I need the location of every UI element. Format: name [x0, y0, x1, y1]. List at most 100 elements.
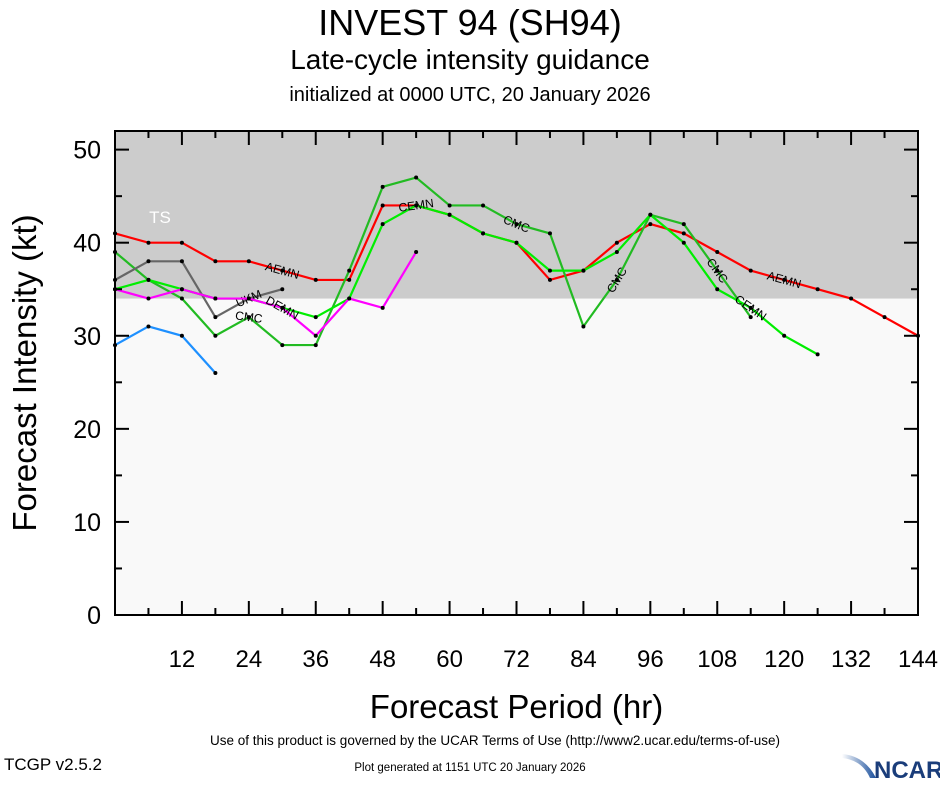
data-point: [547, 268, 552, 273]
data-point: [146, 240, 151, 245]
data-point: [849, 296, 854, 301]
y-tick-label: 0: [87, 602, 101, 630]
data-point: [581, 324, 586, 329]
x-tick-label: 96: [637, 646, 664, 673]
data-point: [782, 333, 787, 338]
data-point: [715, 250, 720, 254]
data-point: [748, 305, 753, 310]
x-tick-label: 48: [369, 646, 396, 673]
data-point: [213, 315, 218, 320]
y-tick-label: 10: [73, 509, 101, 537]
data-point: [380, 222, 385, 227]
data-point: [481, 231, 486, 236]
data-point: [246, 296, 251, 301]
data-point: [447, 203, 452, 208]
data-point: [815, 352, 820, 357]
y-tick-label: 50: [73, 137, 101, 165]
data-point: [179, 296, 184, 301]
data-point: [514, 222, 519, 227]
data-point: [748, 315, 753, 320]
data-point: [614, 277, 619, 282]
data-point: [146, 259, 151, 264]
data-point: [481, 203, 486, 208]
x-tick-label: 60: [436, 646, 463, 673]
data-point: [280, 343, 285, 348]
data-point: [179, 240, 184, 245]
series-label: CMC: [234, 308, 263, 326]
series-line-unnamed: [114, 325, 217, 374]
version-label: TCGP v2.5.2: [4, 755, 102, 774]
data-point: [280, 268, 285, 273]
data-point: [347, 296, 352, 301]
data-point: [447, 212, 452, 217]
data-point: [380, 203, 385, 208]
x-tick-label: 144: [898, 646, 938, 673]
data-point: [547, 231, 552, 236]
ts-band-label: TS: [149, 208, 171, 227]
x-tick-label: 108: [697, 646, 737, 673]
x-tick-label: 36: [302, 646, 329, 673]
data-point: [179, 287, 184, 292]
series-line-demn: [114, 251, 418, 338]
y-tick-label: 30: [73, 323, 101, 351]
x-axis-label: Forecast Period (hr): [370, 688, 663, 725]
y-tick-label: 40: [73, 230, 101, 258]
data-point: [414, 175, 419, 180]
x-tick-label: 84: [570, 646, 597, 673]
data-point: [213, 259, 218, 264]
data-point: [146, 324, 151, 329]
series-label: CEMN: [398, 196, 435, 215]
chart-subtitle: Late-cycle intensity guidance: [290, 44, 650, 75]
data-point: [179, 333, 184, 338]
data-point: [514, 240, 519, 245]
data-point: [614, 250, 619, 254]
data-point: [681, 222, 686, 227]
generated-time: Plot generated at 1151 UTC 20 January 20…: [354, 762, 586, 774]
y-axis-label: Forecast Intensity (kt): [6, 214, 43, 531]
ts-band: [115, 131, 918, 299]
init-time: initialized at 0000 UTC, 20 January 2026: [289, 84, 651, 106]
data-point: [748, 268, 753, 273]
data-point: [213, 371, 218, 375]
data-point: [313, 315, 318, 320]
data-point: [547, 277, 552, 282]
data-point: [414, 203, 419, 208]
data-point: [313, 343, 318, 348]
data-point: [246, 315, 251, 320]
series-line-ukm: [114, 260, 283, 319]
data-point: [414, 250, 419, 254]
data-point: [815, 287, 820, 292]
data-point: [347, 277, 352, 282]
data-point: [581, 268, 586, 273]
data-point: [313, 333, 318, 338]
chart-title: INVEST 94 (SH94): [318, 2, 622, 43]
data-point: [782, 277, 787, 282]
x-tick-label: 120: [764, 646, 804, 673]
y-tick-label: 20: [73, 416, 101, 444]
svg-text:NCAR: NCAR: [874, 757, 940, 780]
data-point: [380, 305, 385, 310]
ncar-logo: NCAR: [840, 752, 940, 784]
data-point: [882, 315, 887, 320]
x-tick-label: 24: [235, 646, 262, 673]
terms-of-use: Use of this product is governed by the U…: [210, 733, 780, 748]
data-point: [179, 259, 184, 264]
data-point: [146, 296, 151, 301]
data-point: [246, 259, 251, 264]
data-point: [146, 277, 151, 282]
data-point: [280, 287, 285, 292]
data-point: [614, 240, 619, 245]
data-point: [380, 184, 385, 189]
data-point: [213, 296, 218, 301]
data-point: [715, 268, 720, 273]
data-point: [681, 240, 686, 245]
data-point: [313, 277, 318, 282]
data-point: [648, 212, 653, 217]
x-tick-label: 72: [503, 646, 530, 673]
data-point: [213, 333, 218, 338]
data-point: [681, 231, 686, 236]
x-tick-label: 132: [831, 646, 871, 673]
data-point: [280, 305, 285, 310]
series-line-cmc: [114, 176, 752, 347]
